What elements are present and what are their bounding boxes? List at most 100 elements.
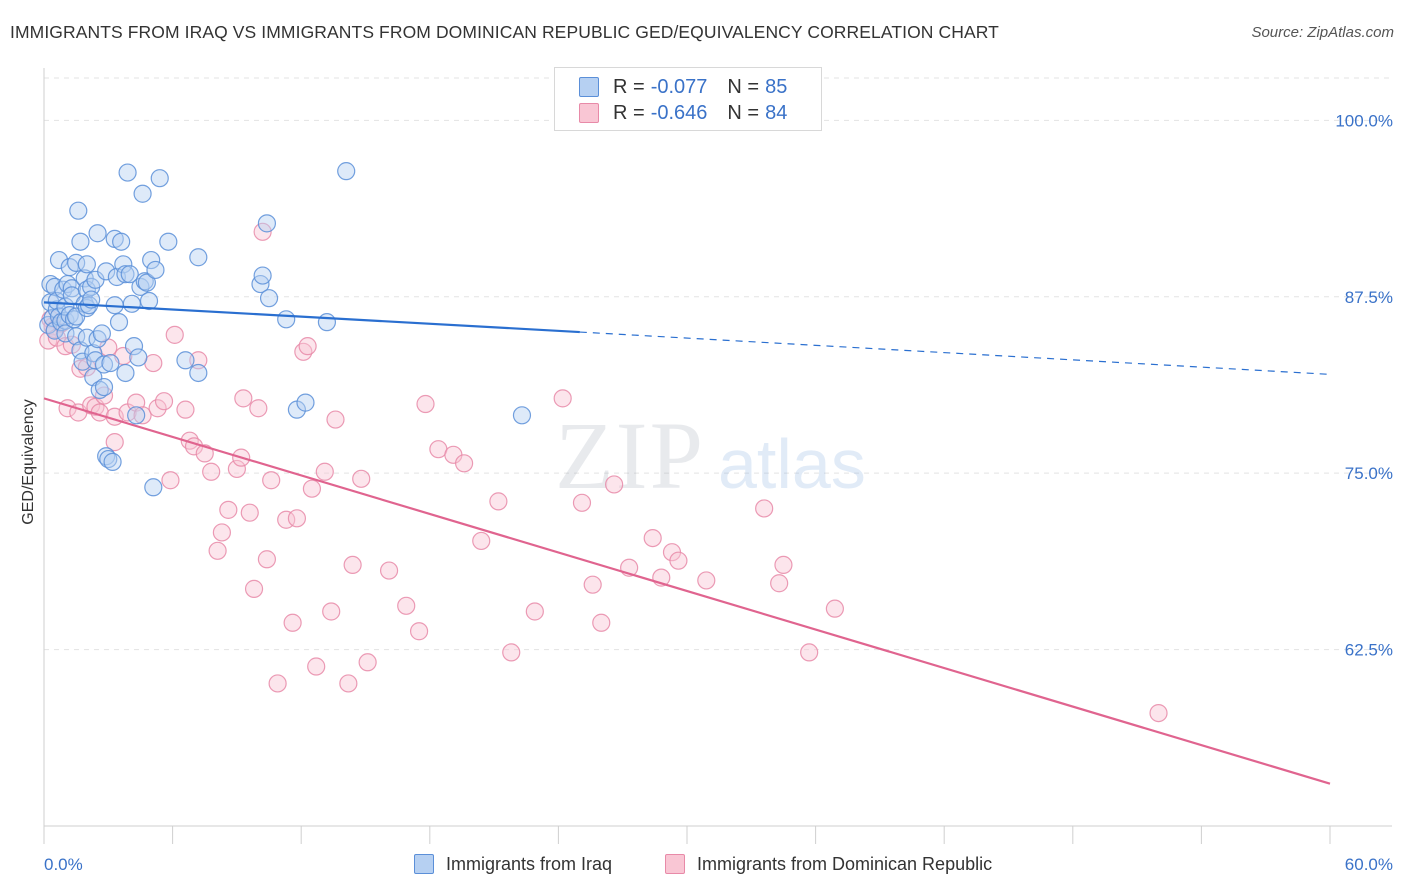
point-dr	[268, 674, 287, 693]
point-dr	[240, 503, 259, 522]
point-dr	[502, 643, 521, 662]
y-tick-label: 100.0%	[1335, 111, 1393, 130]
point-iraq	[129, 348, 148, 367]
point-dr	[208, 541, 227, 560]
point-iraq	[122, 294, 141, 313]
point-iraq	[77, 255, 96, 274]
legend-n-value-dr: 84	[765, 101, 788, 124]
point-dr	[774, 555, 793, 575]
trend-line-iraq-projection	[579, 331, 1331, 375]
tick-labels: 62.5% 75.0% 87.5% 100.0% 0.0% 60.0%	[44, 111, 1393, 874]
point-dr	[1149, 703, 1168, 723]
point-iraq	[116, 363, 135, 383]
point-iraq	[86, 351, 105, 370]
legend-r-label: R =	[613, 101, 645, 124]
point-dr	[553, 389, 572, 408]
point-iraq	[112, 232, 131, 251]
point-dr	[583, 575, 602, 594]
legend-r-label: R =	[613, 75, 645, 98]
point-dr	[148, 399, 167, 418]
point-dr	[307, 657, 326, 676]
point-dr	[825, 599, 844, 618]
point-dr	[322, 602, 341, 621]
point-dr	[195, 444, 214, 463]
point-iraq	[124, 337, 144, 356]
point-dr	[165, 325, 184, 344]
point-iraq	[133, 184, 152, 203]
y-tick-label: 62.5%	[1345, 641, 1393, 660]
x-tick-label: 0.0%	[44, 855, 83, 874]
point-iraq	[97, 262, 116, 281]
point-iraq	[159, 232, 178, 251]
point-iraq	[92, 324, 111, 343]
point-dr	[572, 493, 592, 512]
point-iraq	[512, 406, 532, 425]
point-iraq	[277, 310, 296, 329]
trend-lines	[43, 301, 1331, 785]
point-iraq	[150, 169, 169, 188]
series-legend-iraq: Immigrants from Iraq	[414, 851, 612, 877]
legend-r-value-dr: -0.646	[650, 101, 708, 124]
point-dr	[755, 499, 774, 518]
correlation-legend: R = -0.077 N = 85 R = -0.646 N = 84	[554, 67, 822, 131]
point-iraq	[142, 250, 161, 270]
point-dr	[244, 579, 264, 598]
point-dr	[358, 653, 377, 672]
point-iraq	[189, 248, 208, 267]
axes	[43, 68, 1392, 844]
watermark: ZIP atlas	[555, 402, 866, 509]
point-iraq	[317, 313, 337, 332]
point-dr	[800, 643, 819, 662]
point-dr	[409, 622, 429, 641]
point-dr	[189, 351, 208, 370]
point-dr	[234, 389, 253, 408]
point-dr	[202, 462, 221, 481]
watermark-atlas: atlas	[718, 425, 866, 503]
trend-line-dr	[43, 397, 1331, 785]
point-iraq	[137, 273, 156, 292]
point-dr	[212, 523, 231, 542]
point-dr	[454, 454, 474, 473]
legend-n-label: N =	[727, 101, 760, 124]
point-iraq	[296, 393, 315, 412]
point-dr	[227, 459, 246, 479]
x-tick-label: 60.0%	[1345, 855, 1393, 874]
point-iraq	[337, 162, 356, 181]
point-iraq	[118, 163, 137, 182]
point-dr	[472, 531, 491, 551]
point-iraq	[71, 232, 90, 251]
legend-n-value-iraq: 85	[765, 75, 788, 98]
series-swatch-dr	[665, 854, 685, 874]
series-label-iraq: Immigrants from Iraq	[446, 853, 613, 874]
point-dr	[592, 613, 611, 632]
point-iraq	[259, 289, 279, 308]
point-dr	[605, 475, 624, 494]
point-dr	[298, 337, 317, 356]
point-dr	[257, 550, 277, 569]
point-dr	[326, 410, 345, 429]
legend-swatch-iraq	[579, 77, 599, 97]
point-iraq	[84, 344, 103, 363]
point-dr	[133, 406, 152, 425]
point-dr	[643, 528, 662, 548]
series-legend-dr: Immigrants from Dominican Republic	[665, 851, 992, 877]
point-dr	[253, 222, 272, 241]
point-dr	[397, 596, 416, 615]
series-label-dr: Immigrants from Dominican Republic	[697, 853, 993, 874]
y-tick-label: 75.0%	[1345, 464, 1393, 483]
point-dr	[343, 555, 362, 575]
point-dr	[669, 551, 688, 570]
point-iraq	[176, 351, 195, 370]
point-dr	[249, 399, 268, 418]
data-points	[39, 162, 1168, 723]
chart-title: IMMIGRANTS FROM IRAQ VS IMMIGRANTS FROM …	[10, 22, 999, 42]
point-iraq	[139, 291, 159, 311]
point-iraq	[69, 201, 88, 220]
point-iraq	[88, 224, 107, 243]
point-dr	[339, 674, 358, 693]
gridlines	[44, 77, 1392, 651]
point-iraq	[109, 313, 129, 332]
point-iraq	[62, 279, 81, 298]
point-dr	[161, 471, 180, 490]
